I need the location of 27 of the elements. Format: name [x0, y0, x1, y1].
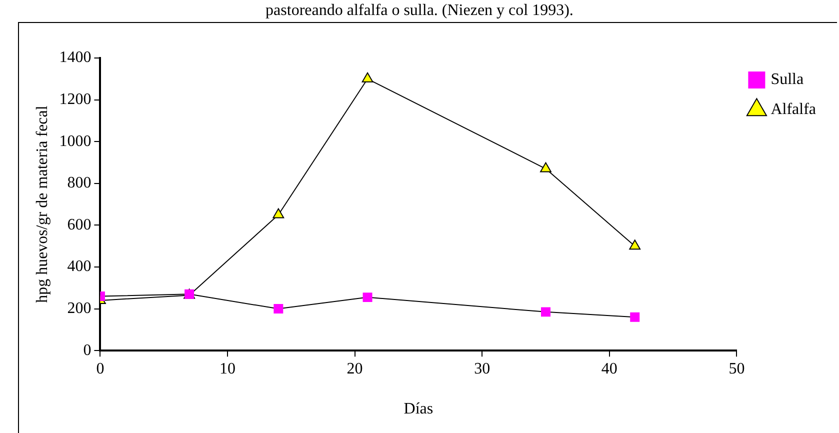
x-axis-title: Días: [404, 400, 434, 418]
y-tick-label: 200: [67, 300, 92, 318]
x-tick-label: 10: [220, 360, 236, 378]
legend-label: Alfalfa: [770, 101, 816, 118]
point: [630, 312, 640, 322]
point: [362, 292, 372, 302]
y-tick-label: 600: [67, 216, 92, 234]
point: [541, 307, 550, 317]
x-tick-label: 0: [96, 360, 104, 378]
y-tick-label: 400: [67, 258, 92, 276]
x-tick-label: 20: [346, 360, 363, 378]
y-tick-label: 800: [67, 174, 92, 192]
point: [272, 208, 284, 218]
text: pastoreando alfalfa o sulla. (Niezen y col 1993).: [264, 1, 574, 20]
y-axis-title: hpg huevos/gr de materia fecal: [34, 105, 51, 303]
x-tick-label: 40: [601, 360, 618, 378]
y-tick-label: 0: [83, 342, 92, 359]
point: [274, 304, 284, 314]
x-tick-label: 50: [728, 360, 745, 378]
y-tick-label: 1000: [59, 132, 92, 150]
y-tick-label: 1400: [59, 49, 92, 66]
point: [540, 162, 552, 172]
x-tick-label: 30: [474, 360, 490, 378]
legend-label: Sulla: [770, 71, 804, 88]
y-tick-label: 1200: [59, 91, 92, 108]
point: [362, 72, 374, 82]
point: [629, 240, 641, 250]
